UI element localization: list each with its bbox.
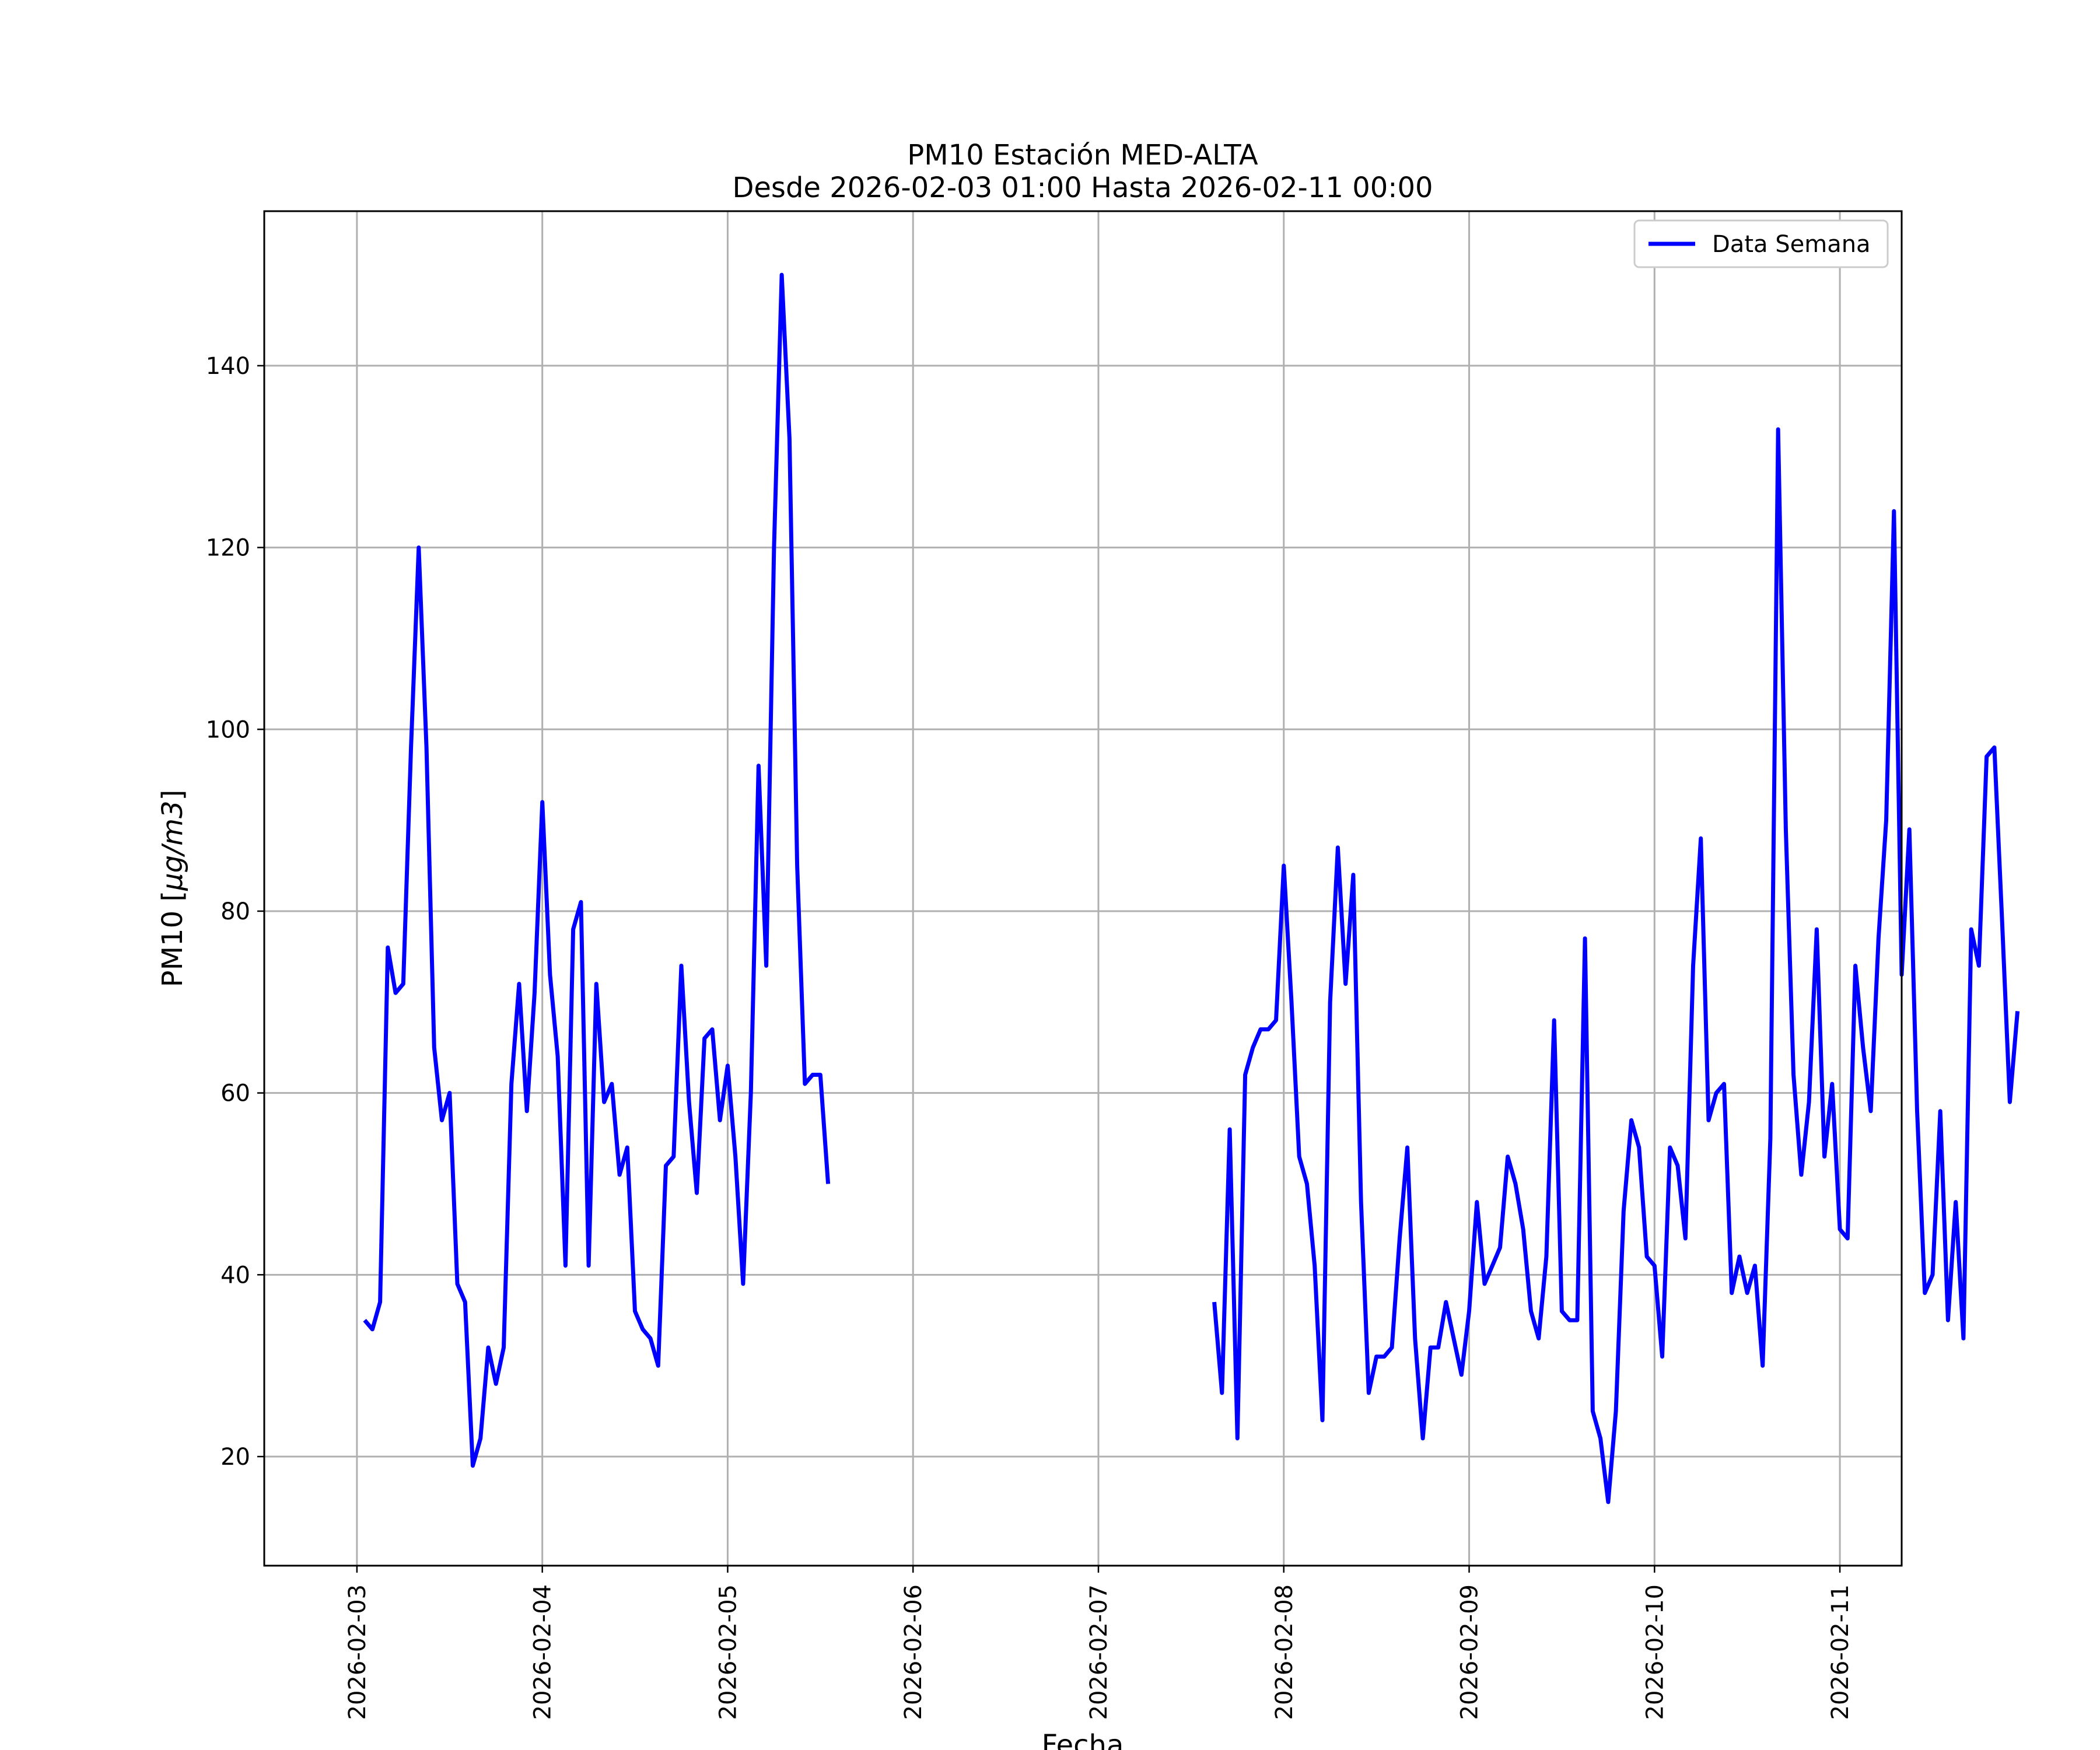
grid-lines — [264, 211, 1902, 1566]
chart-subtitle: Desde 2026-02-03 01:00 Hasta 2026-02-11 … — [732, 172, 1433, 204]
y-axis-label: PM10 [µg/m3] — [156, 790, 189, 988]
x-tick-label: 2026-02-06 — [900, 1584, 927, 1720]
x-tick-label: 2026-02-04 — [530, 1584, 556, 1720]
x-tick-label: 2026-02-09 — [1457, 1584, 1483, 1720]
series-layer — [363, 272, 2020, 1504]
y-axis-label-unit: µg/m3 — [156, 800, 189, 891]
y-axis-label-prefix: PM10 [ — [156, 891, 189, 987]
x-tick-label: 2026-02-05 — [715, 1584, 741, 1720]
plot-frame — [263, 210, 1903, 1567]
x-tick-label: 2026-02-07 — [1086, 1584, 1112, 1720]
x-tick-label: 2026-02-03 — [344, 1584, 371, 1720]
y-tick-label: 40 — [220, 1262, 250, 1289]
axis-ticks: 2026-02-03 2026-02-04 2026-02-05 2026-02-06… — [206, 353, 1854, 1720]
y-tick-label: 140 — [206, 353, 250, 380]
legend-box — [1633, 219, 1889, 268]
y-tick-label: 60 — [220, 1080, 250, 1107]
x-axis-label: Fecha — [1042, 1729, 1124, 1750]
x-tick-label: 2026-02-10 — [1642, 1584, 1668, 1720]
series-line — [1212, 427, 2020, 1504]
chart-title: PM10 Estación MED-ALTA — [907, 139, 1258, 172]
series-line — [363, 272, 831, 1468]
x-tick-label: 2026-02-08 — [1271, 1584, 1298, 1720]
legend-label: Data Semana — [1712, 231, 1871, 258]
y-tick-label: 20 — [220, 1444, 250, 1471]
legend: Data Semana — [1633, 219, 1889, 268]
y-tick-label: 120 — [206, 535, 250, 562]
y-tick-label: 100 — [206, 716, 250, 743]
y-tick-label: 80 — [220, 898, 250, 925]
x-tick-label: 2026-02-11 — [1827, 1584, 1854, 1720]
y-axis-label-suffix: ] — [156, 790, 189, 801]
